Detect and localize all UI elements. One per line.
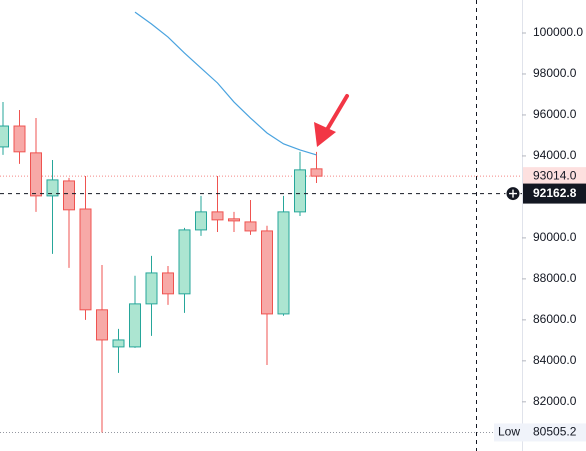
candle-body — [310, 168, 323, 177]
y-tick-label: 96000.0 — [533, 107, 577, 121]
moving-average-line — [134, 11, 317, 156]
y-tick-label: 82000.0 — [533, 394, 577, 408]
arrow-shaft — [323, 94, 349, 135]
candle-body — [0, 125, 9, 148]
candle-body — [228, 218, 240, 222]
candle-body — [96, 309, 108, 341]
candle-body — [30, 152, 42, 197]
candle-body — [178, 229, 191, 295]
y-tick-label: 90000.0 — [533, 230, 577, 244]
y-tick-label: 94000.0 — [533, 148, 577, 162]
candle-body — [13, 125, 26, 153]
last-price-label-bg — [523, 167, 586, 186]
candle-body — [211, 211, 224, 221]
candle-body — [145, 272, 158, 305]
candle-body — [46, 179, 59, 197]
candle-body — [129, 303, 141, 348]
candle-body — [63, 180, 75, 211]
low-label-bg — [523, 423, 586, 442]
candle-body — [277, 211, 290, 315]
crosshair-label-bg — [523, 183, 586, 204]
crosshair-label: 92162.8 — [533, 186, 577, 200]
y-tick-label: 86000.0 — [533, 312, 577, 326]
low-name: Low — [498, 425, 520, 439]
low-name-bg — [494, 423, 524, 442]
arrow-head — [314, 122, 336, 147]
candle-body — [195, 211, 207, 231]
candle-body — [112, 339, 125, 348]
annotation-arrow — [314, 94, 349, 147]
y-tick-label: 84000.0 — [533, 353, 577, 367]
candle-body — [79, 208, 92, 311]
low-label: 80505.2 — [533, 425, 577, 439]
candle-body — [261, 230, 273, 315]
add-alert-icon — [509, 189, 517, 198]
y-tick-label: 98000.0 — [533, 66, 577, 80]
candle-body — [294, 169, 306, 213]
last-price-label: 93014.0 — [533, 168, 577, 182]
candle-body — [162, 272, 174, 295]
y-tick-label: 88000.0 — [533, 271, 577, 285]
y-tick-label: 100000.0 — [533, 25, 583, 39]
candle-body — [244, 221, 257, 232]
